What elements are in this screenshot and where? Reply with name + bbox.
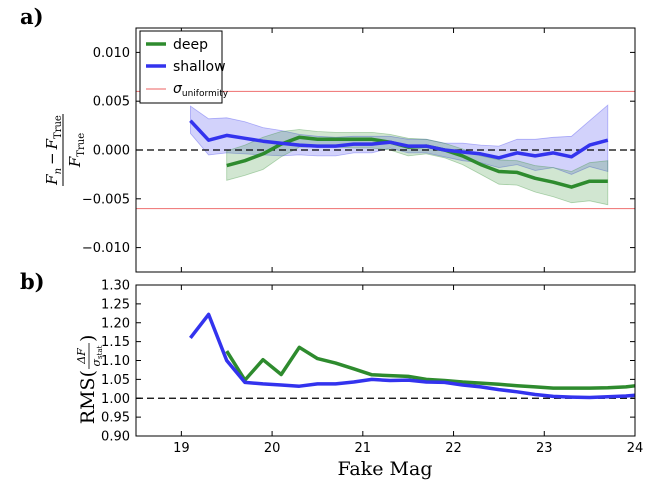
panel-label-a: a) [20,4,44,29]
svg-text:): ) [77,335,99,342]
xtick-label: 20 [264,441,281,456]
rms-line-shallow [189,312,636,400]
ytick-label-b: 1.20 [101,316,130,331]
series-line-shallow [189,119,609,160]
svg-text:ΔF: ΔF [75,348,88,365]
ytick-label-b: 1.00 [101,392,130,407]
ytick-label-a: 0.010 [93,46,130,61]
svg-text:σstat: σstat [90,345,104,366]
ytick-label-b: 0.95 [101,411,130,426]
panel-a-series [189,119,609,189]
ylabel-b-numerator: ΔF [75,348,88,365]
legend-uniformity-sigma: σ [173,81,183,97]
ylabel-a-den-sub: True [76,133,87,157]
ylabel-b-suffix: ) [77,335,99,342]
panel-b: 0.90 0.95 1.00 1.05 1.10 1.15 1.20 1.25 1.30 19 2… [75,279,643,481]
legend-uniformity-sub: uniformity [182,89,229,99]
xtick-label: 22 [445,441,462,456]
svg-text:Fn−FTrue: Fn−FTrue [43,115,64,186]
panel-a-ylabel: Fn−FTrue FTrue [43,114,87,186]
ytick-label-b: 1.25 [101,297,130,312]
ytick-label-b: 1.30 [101,279,130,294]
panel-b-x-ticks: 19 20 21 22 23 24 [173,285,643,456]
panel-b-frame [135,284,636,437]
panel-label-b: b) [20,269,45,294]
panel-b-ylabel: RMS( ΔF σstat ) [75,335,104,425]
ylabel-b-den-sub: stat [96,345,104,359]
x-axis-title: Fake Mag [338,458,433,480]
ytick-label-b: 0.90 [101,430,130,445]
ytick-label-a: −0.010 [82,241,130,256]
svg-text:FTrue: FTrue [66,133,87,168]
xtick-label: 21 [355,441,372,456]
ylabel-a-num-sub2: True [53,115,64,139]
ytick-label-b: 1.15 [101,335,130,350]
ytick-label-b: 1.10 [101,354,130,369]
panel-b-series [189,312,636,400]
legend-label-shallow: shallow [173,59,226,75]
legend: deep shallow σuniformity [139,30,229,104]
ylabel-a-num-sub: n [53,168,64,174]
ylabel-a-num-f: F [43,174,61,186]
ylabel-a-num-f2: F [43,138,61,150]
legend-label-deep: deep [173,37,208,53]
ytick-label-a: 0.000 [93,144,130,159]
ylabel-a-den-f: F [66,156,84,168]
ytick-label-a: 0.005 [93,95,130,110]
xtick-label: 19 [173,441,190,456]
xtick-label: 23 [536,441,553,456]
ytick-label-a: −0.005 [82,192,130,207]
legend-label-uniformity: σuniformity [173,81,229,99]
panel-a-y-ticks: −0.010 −0.005 0.000 0.005 0.010 [82,46,635,256]
ylabel-b-den-sigma: σ [90,358,103,366]
xtick-label: 24 [627,441,644,456]
ytick-label-b: 1.05 [101,373,130,388]
ylabel-a-minus: − [43,152,61,165]
svg-text:RMS(: RMS( [77,370,99,424]
ylabel-b-prefix: RMS( [77,370,99,424]
rms-line-deep [225,345,636,390]
panel-b-y-ticks: 0.90 0.95 1.00 1.05 1.10 1.15 1.20 1.25 1.30 [101,279,635,445]
